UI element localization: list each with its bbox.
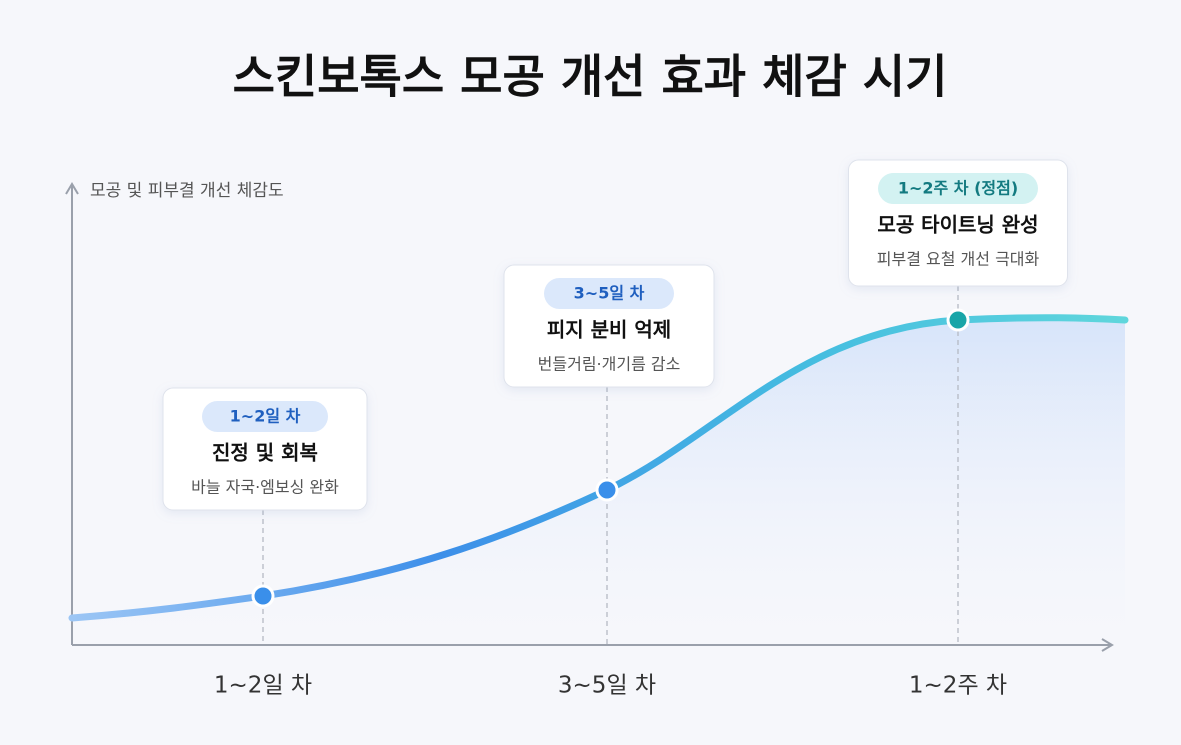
badge <box>202 401 328 432</box>
x-axis-label: 1~2일 차 <box>214 673 312 699</box>
y-axis-label: 모공 및 피부결 개선 체감도 <box>90 181 284 201</box>
card-description: 번들거림·개기름 감소 <box>538 355 681 374</box>
card-description: 바늘 자국·엠보싱 완화 <box>191 478 339 497</box>
card-heading: 피지 분비 억제 <box>547 318 671 342</box>
badge-text: 3~5일 차 <box>574 284 645 303</box>
badge <box>878 173 1038 204</box>
card-heading: 모공 타이트닝 완성 <box>877 213 1038 237</box>
x-axis-arrow <box>1101 638 1114 652</box>
badge <box>544 278 674 309</box>
y-axis-arrow <box>65 182 79 195</box>
card-description: 피부결 요철 개선 극대화 <box>877 250 1040 269</box>
curve-area <box>72 317 1125 645</box>
x-axis-label: 1~2주 차 <box>909 673 1007 699</box>
card-heading: 진정 및 회복 <box>212 441 318 465</box>
title: 스킨보톡스 모공 개선 효과 체감 시기 <box>233 50 948 104</box>
badge-text: 1~2주 차 (정점) <box>898 179 1018 198</box>
point <box>946 308 970 332</box>
point <box>251 584 275 608</box>
x-axis-label: 3~5일 차 <box>558 673 656 699</box>
badge-text: 1~2일 차 <box>230 407 301 426</box>
point <box>595 478 619 502</box>
